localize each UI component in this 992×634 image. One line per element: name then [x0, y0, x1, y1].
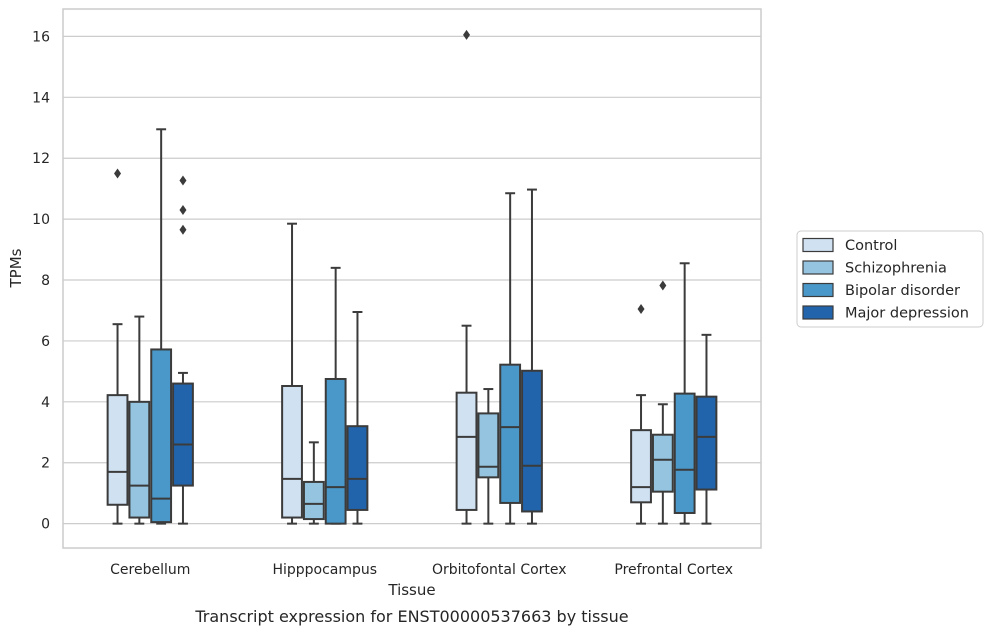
box-body — [346, 425, 369, 511]
box-body — [521, 369, 543, 513]
box-schizophrenia — [302, 441, 325, 525]
box-control — [630, 303, 652, 525]
y-tick-label: 6 — [41, 334, 50, 350]
x-axis-label: Tissue — [387, 581, 435, 599]
x-tick-label: Hipppocampus — [272, 562, 377, 578]
legend-swatch — [802, 305, 834, 320]
x-tick-label: Prefrontal Cortex — [614, 562, 733, 578]
legend-swatch — [802, 237, 834, 253]
box-body — [106, 394, 129, 506]
y-tick-label: 2 — [41, 456, 50, 472]
box-body — [172, 382, 194, 487]
box-body — [499, 363, 522, 504]
box-major-depression — [695, 333, 718, 525]
box-body — [150, 348, 173, 524]
box-body — [302, 480, 325, 521]
box-schizophrenia — [651, 280, 674, 525]
y-tick-label: 0 — [41, 517, 50, 533]
box-bipolar-disorder — [324, 266, 347, 525]
outlier-point — [114, 168, 122, 179]
outlier-point — [659, 280, 667, 291]
box-body — [651, 433, 674, 493]
x-tick-label: Cerebellum — [110, 562, 190, 578]
legend-label: Control — [845, 238, 897, 254]
box-bipolar-disorder — [150, 128, 173, 525]
y-tick-label: 10 — [32, 212, 50, 228]
legend-swatch — [802, 260, 834, 275]
box-schizophrenia — [128, 315, 151, 525]
box-body — [281, 384, 303, 519]
box-major-depression — [346, 310, 369, 525]
box-body — [695, 395, 718, 491]
y-tick-label: 8 — [41, 273, 50, 289]
box-control — [281, 222, 303, 525]
chart-caption: Transcript expression for ENST0000053766… — [194, 607, 628, 626]
y-tick-label: 4 — [41, 395, 50, 411]
plot-frame — [62, 8, 762, 549]
y-tick-label: 16 — [32, 29, 50, 45]
outlier-point — [463, 29, 471, 40]
box-body — [673, 392, 696, 514]
box-body — [630, 429, 652, 504]
outlier-point — [637, 303, 645, 314]
outlier-point — [179, 204, 187, 215]
legend-label: Schizophrenia — [845, 261, 947, 277]
box-major-depression — [521, 188, 543, 525]
legend-label: Bipolar disorder — [845, 283, 960, 299]
x-tick-labels: Cerebellum Hipppocampus Orbitofontal Corte… — [110, 562, 733, 578]
y-tick-labels: 0 2 4 6 8 10 12 14 16 — [32, 29, 50, 532]
box-bipolar-disorder — [499, 192, 522, 525]
legend-swatch — [802, 282, 834, 298]
legend-label: Major depression — [845, 306, 969, 322]
legend-items: Control Schizophrenia Bipolar disorder Majo… — [802, 237, 969, 322]
y-axis-label: TPMs — [7, 248, 25, 288]
outlier-point — [179, 175, 187, 186]
box-body — [128, 400, 151, 519]
box-control — [455, 29, 478, 525]
box-body — [324, 377, 347, 525]
box-body — [455, 391, 478, 511]
y-tick-label: 12 — [32, 151, 50, 167]
box-major-depression — [172, 175, 194, 525]
y-tick-label: 14 — [32, 90, 50, 106]
box-series — [106, 29, 718, 525]
box-control — [106, 168, 129, 525]
legend: Control Schizophrenia Bipolar disorder Majo… — [796, 230, 984, 328]
legend-frame — [796, 230, 984, 328]
x-tick-label: Orbitofontal Cortex — [432, 562, 567, 578]
box-body — [477, 412, 500, 479]
box-schizophrenia — [477, 388, 500, 525]
box-bipolar-disorder — [673, 262, 696, 525]
outlier-point — [179, 224, 187, 235]
